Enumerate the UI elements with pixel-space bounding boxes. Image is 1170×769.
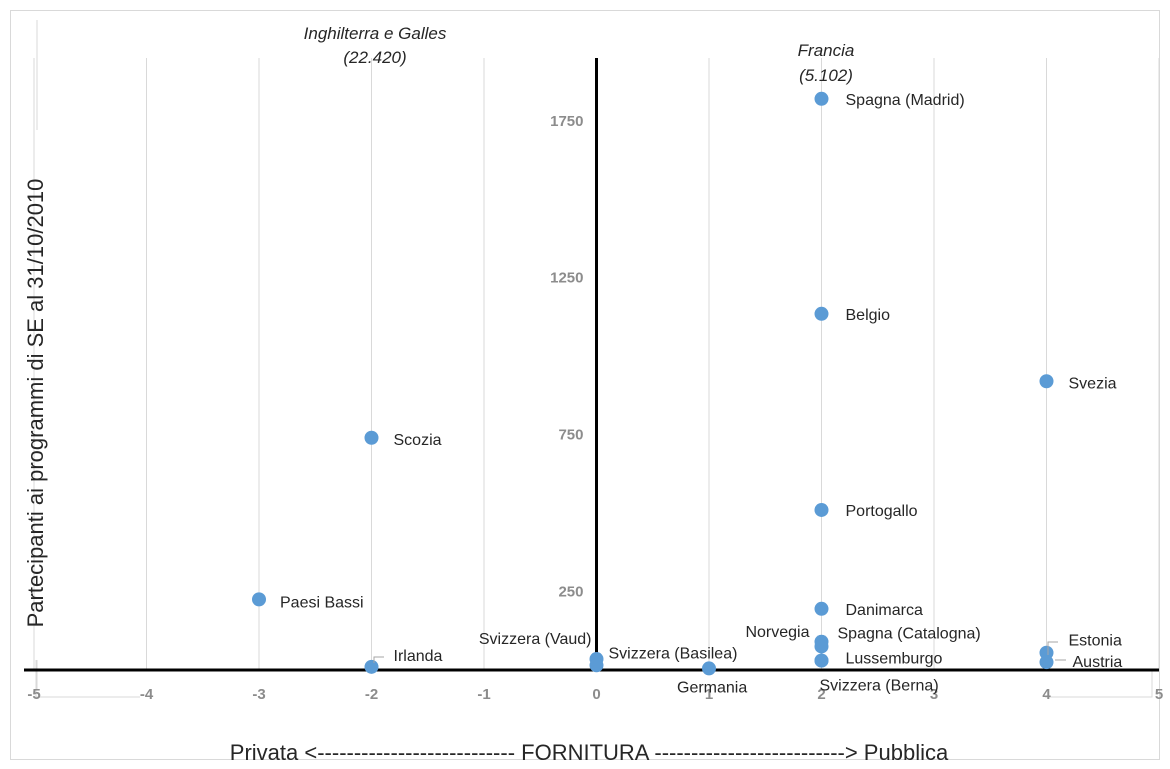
data-label-belgio: Belgio <box>846 307 891 324</box>
data-label-svizzera-basilea: Svizzera (Basilea) <box>609 645 738 662</box>
data-labels: Spagna (Madrid) Belgio Svezia Scozia Portoga… <box>280 92 1122 697</box>
x-tick-label: -2 <box>365 686 378 703</box>
data-label-germania: Germania <box>677 679 747 696</box>
x-tick-label: 3 <box>930 686 938 703</box>
x-title-bracket-right <box>1045 670 1153 698</box>
x-tick-label: -4 <box>140 686 154 703</box>
point-paesi-bassi <box>252 592 266 607</box>
x-tick-label: 0 <box>592 686 600 703</box>
point-svizzera-berna <box>814 653 829 668</box>
point-portogallo <box>814 502 829 517</box>
data-label-lussemburgo: Lussemburgo <box>846 651 943 668</box>
point-belgio <box>814 306 829 321</box>
point-svezia <box>1039 374 1054 389</box>
leader-line-estonia <box>1047 641 1058 655</box>
data-label-austria: Austria <box>1073 654 1123 671</box>
y-tick-label: 1250 <box>550 270 583 287</box>
point-danimarca <box>814 601 829 616</box>
y-tick-label: 750 <box>558 427 583 444</box>
data-label-danimarca: Danimarca <box>846 602 923 619</box>
point-austria <box>1039 655 1054 670</box>
data-points <box>252 91 1054 676</box>
point-irlanda <box>364 659 379 674</box>
axis-title-brackets <box>34 20 1153 698</box>
data-label-portogallo: Portogallo <box>846 503 918 520</box>
annotation-francia: Francia <box>798 41 855 60</box>
x-tick-label: -5 <box>27 686 40 703</box>
data-label-svizzera-vaud: Svizzera (Vaud) <box>479 631 592 648</box>
x-tick-label: -3 <box>252 686 265 703</box>
x-tick-label: 1 <box>705 686 713 703</box>
data-label-svezia: Svezia <box>1069 375 1117 392</box>
grid-layer <box>33 58 1160 670</box>
data-label-irlanda: Irlanda <box>394 648 443 665</box>
data-label-spagna-madrid: Spagna (Madrid) <box>846 92 965 109</box>
annotation-value-inghilterra-e-galles: (22.420) <box>343 48 406 67</box>
x-tick-label: 2 <box>817 686 825 703</box>
annotation-inghilterra-e-galles: Inghilterra e Galles <box>304 24 447 43</box>
data-label-scozia: Scozia <box>394 432 442 449</box>
point-germania <box>702 661 716 676</box>
y-tick-label: 1750 <box>550 113 583 130</box>
data-label-svizzera-berna: Svizzera (Berna) <box>820 678 939 695</box>
data-label-paesi-bassi: Paesi Bassi <box>280 594 364 611</box>
y-tick-label: 250 <box>558 584 583 601</box>
leader-line-irlanda <box>373 656 384 663</box>
data-label-spagna-catalogna: Spagna (Catalogna) <box>838 625 981 642</box>
data-label-estonia: Estonia <box>1069 633 1122 650</box>
data-label-norvegia: Norvegia <box>745 624 809 641</box>
point-spagna-catalogna <box>814 639 829 654</box>
axes <box>24 58 1159 672</box>
tick-labels: -5 -4 -3 -2 -1 0 1 2 3 4 5 250 750 1250 1750 <box>27 113 1163 703</box>
y-axis-title: Partecipanti ai programmi di SE al 31/10… <box>23 179 48 628</box>
x-tick-label: 5 <box>1155 686 1163 703</box>
point-scozia <box>364 430 379 445</box>
chart-frame <box>10 10 1160 760</box>
point-spagna-madrid <box>814 91 829 106</box>
annotation-value-francia: (5.102) <box>799 66 853 85</box>
point-svizzera-basilea <box>589 658 604 673</box>
offchart-annotations: Inghilterra e Galles (22.420) Francia (5.10… <box>304 24 855 85</box>
x-tick-label: -1 <box>477 686 490 703</box>
x-axis-title: Privata <--------------------------- FOR… <box>230 740 949 765</box>
x-tick-label: 4 <box>1042 686 1051 703</box>
